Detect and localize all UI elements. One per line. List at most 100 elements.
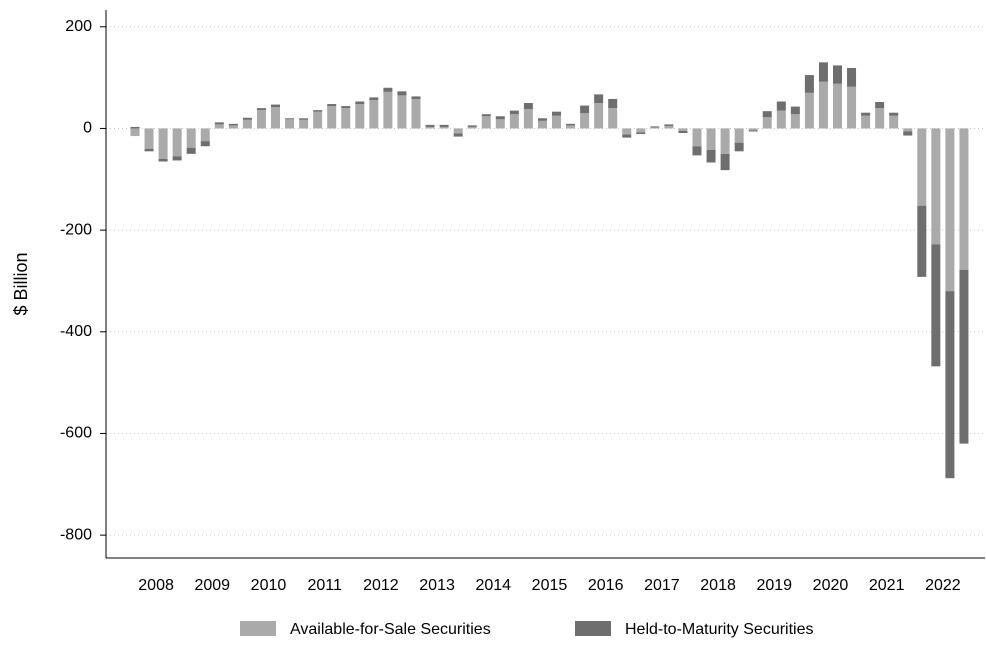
legend-label: Available-for-Sale Securities [290,621,491,638]
x-tick-label: 2010 [251,577,287,594]
bar-segment [130,126,140,129]
bar-segment [341,108,351,129]
bar-segment [439,126,449,129]
bar-segment [523,109,533,129]
x-tick-label: 2020 [813,577,849,594]
bar-segment [861,115,871,129]
y-tick-label: -800 [60,526,92,543]
bar-segment [720,153,730,171]
bar-segment [383,91,393,129]
bar-segment [242,117,252,120]
bar-segment [636,128,646,133]
bar-segment [818,81,828,129]
x-tick-label: 2016 [588,577,624,594]
bar-segment [931,128,941,245]
bar-segment [172,128,182,157]
bar-segment [369,99,379,129]
legend-label: Held-to-Maturity Securities [625,621,814,638]
bar-segment [650,126,660,128]
bar-segment [411,96,421,99]
bar-segment [228,123,238,126]
bar-segment [172,156,182,161]
bar-segment [186,128,196,148]
bar-segment [818,62,828,82]
bar-segment [875,102,885,109]
bar-segment [678,130,688,134]
bar-segment [875,108,885,129]
bar-segment [847,86,857,129]
bar-segment [790,106,800,115]
bar-segment [608,108,618,129]
bar-segment [959,269,969,444]
bar-segment [355,104,365,129]
bar-segment [608,98,618,109]
bar-segment [214,122,224,125]
x-tick-label: 2008 [138,577,174,594]
bar-segment [917,205,927,277]
bar-segment [833,83,842,129]
bar-segment [256,110,266,129]
bar-segment [945,291,955,479]
bar-segment [552,111,561,116]
bar-segment [242,119,252,129]
bar-segment [776,110,786,129]
legend-swatch [240,621,276,636]
bar-segment [467,126,477,129]
bar-segment [200,141,210,147]
bar-segment [130,128,140,137]
bar-segment [903,128,913,132]
bar-segment [945,128,955,292]
bar-segment [762,111,772,118]
bar-segment [917,128,927,206]
bar-segment [186,147,196,154]
bar-segment [425,126,435,129]
bar-segment [692,128,702,147]
x-tick-label: 2021 [869,577,905,594]
x-tick-label: 2018 [700,577,736,594]
bar-segment [861,112,871,116]
bar-segment [636,132,646,135]
bar-segment [678,128,688,131]
x-tick-label: 2017 [644,577,680,594]
y-axis-label: $ Billion [11,252,31,315]
x-tick-label: 2015 [532,577,568,594]
bar-segment [495,116,505,120]
bar-segment [271,107,280,129]
y-tick-label: 0 [83,120,92,137]
bar-segment [594,103,604,129]
bar-segment [664,125,674,129]
bar-segment [580,113,590,129]
bar-segment [200,128,210,142]
x-tick-label: 2012 [363,577,399,594]
bar-segment [566,125,576,129]
bar-segment [425,124,435,127]
bar-segment [313,111,323,129]
bar-segment [748,130,758,132]
bar-segment [481,114,491,117]
bar-segment [959,128,969,270]
bar-segment [453,133,463,137]
bar-segment [467,125,477,127]
legend-swatch [575,621,611,636]
bar-segment [313,110,323,112]
bar-segment [144,128,154,149]
bar-segment [299,119,309,129]
bar-segment [748,128,758,131]
bar-segment [214,124,224,129]
bar-segment [833,65,842,84]
bar-segment [341,106,351,109]
x-tick-label: 2011 [307,577,342,594]
bar-segment [889,112,899,116]
bar-segment [903,131,913,136]
bar-segment [706,149,716,163]
bar-segment [228,125,238,129]
bar-segment [734,142,744,152]
bar-segment [327,106,337,129]
bar-segment [144,148,154,152]
bar-segment [776,101,786,111]
bar-segment [720,128,730,154]
bar-segment [889,115,899,129]
bar-segment [481,116,491,129]
bar-segment [509,110,519,115]
y-tick-label: -200 [60,221,92,238]
